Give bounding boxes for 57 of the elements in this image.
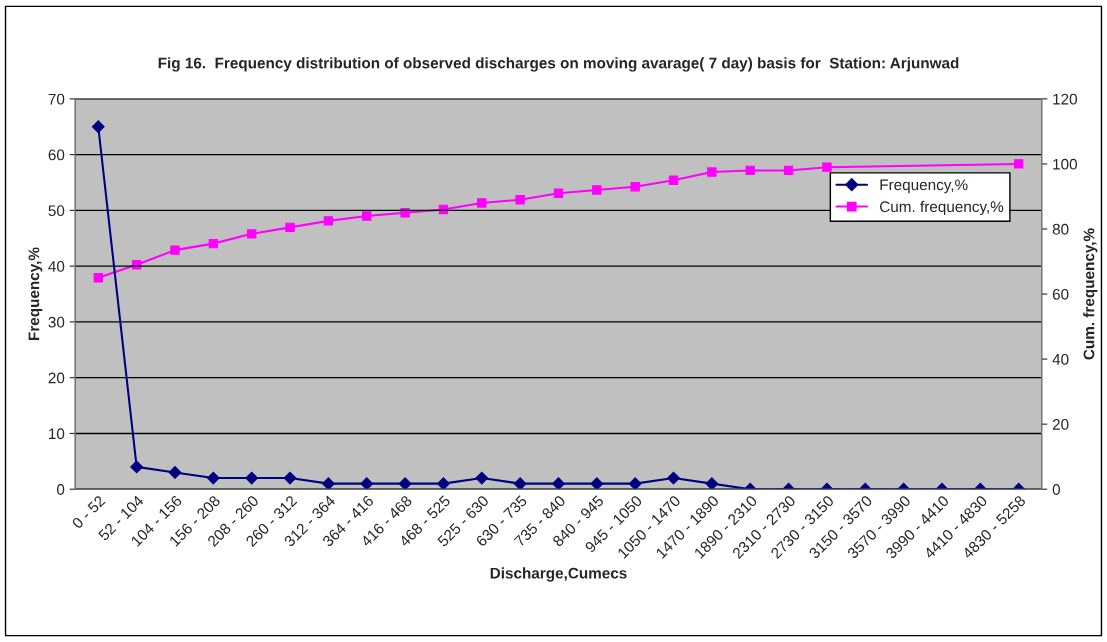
y2-tick-label: 80: [1052, 223, 1069, 235]
point: [362, 211, 372, 221]
point: [552, 477, 565, 490]
chart-title: Fig 16. Frequency distribution of observed discharges on moving avarage( 7 day) basis for Station: Arjunwad: [158, 57, 959, 72]
point: [1013, 159, 1024, 169]
y-tick-label: 50: [48, 205, 65, 217]
point: [668, 175, 679, 185]
point: [245, 471, 259, 485]
point: [783, 165, 794, 176]
point: [360, 477, 374, 490]
point: [91, 120, 105, 134]
legend-label: Frequency,%: [880, 179, 968, 194]
y-tick-label: 60: [48, 149, 65, 161]
y-tick-label: 40: [48, 261, 65, 272]
point: [247, 229, 257, 239]
point: [323, 216, 334, 226]
y2-axis-title: Cum. frequency,%: [1083, 228, 1098, 360]
y-tick-label: 30: [48, 316, 65, 328]
y-axis-title: Frequency,%: [28, 247, 43, 340]
y2-tick-label: 120: [1053, 93, 1077, 105]
point: [705, 477, 719, 490]
point: [398, 477, 412, 490]
point: [745, 165, 755, 176]
point: [208, 238, 219, 249]
y2-tick-label: 40: [1052, 353, 1069, 365]
point: [321, 477, 335, 490]
y-tick-label: 10: [49, 428, 65, 440]
point: [475, 471, 489, 485]
legend-label: Cum. frequency,%: [880, 200, 1004, 216]
y-tick-label: 70: [48, 93, 65, 105]
point: [667, 471, 680, 485]
point: [592, 185, 602, 195]
point: [206, 471, 220, 485]
y2-tick-label: 0: [1052, 484, 1060, 495]
y2-tick-label: 100: [1053, 158, 1077, 170]
y2-tick-label: 20: [1052, 419, 1069, 430]
point: [630, 182, 640, 192]
point: [477, 198, 487, 208]
point: [513, 477, 527, 490]
point: [168, 466, 182, 479]
point: [628, 477, 642, 490]
point: [285, 222, 295, 233]
point: [437, 477, 450, 490]
point: [822, 162, 832, 172]
point: [283, 471, 297, 485]
point: [707, 167, 717, 177]
point: [130, 460, 144, 474]
point: [400, 208, 410, 218]
y-tick-label: 20: [48, 372, 65, 384]
y2-tick-label: 60: [1052, 288, 1069, 300]
point: [515, 195, 525, 205]
x-axis-title: Discharge,Cumecs: [490, 567, 627, 582]
point: [590, 477, 604, 490]
point: [93, 273, 103, 283]
point: [553, 188, 564, 198]
point: [170, 245, 180, 255]
y-tick-label: 0: [56, 484, 65, 495]
